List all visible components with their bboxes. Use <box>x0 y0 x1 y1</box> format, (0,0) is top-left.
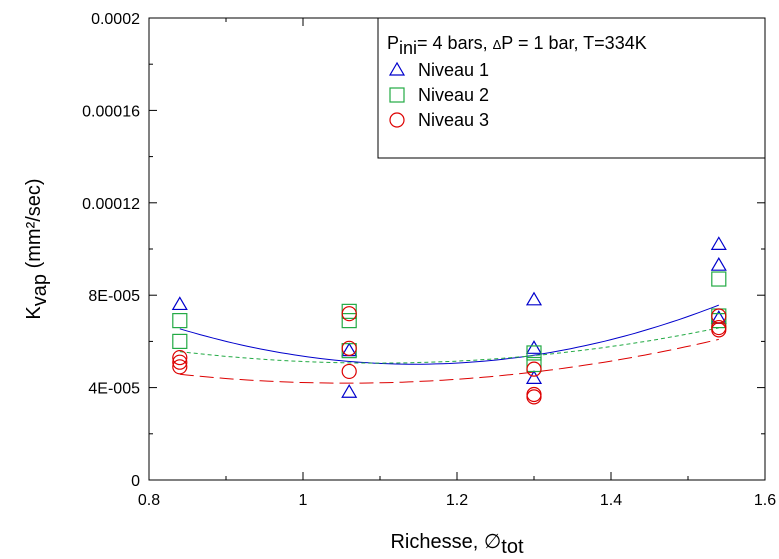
x-axis-label: Richesse, ∅tot <box>390 531 523 558</box>
x-tick-label: 1 <box>299 492 308 509</box>
x-tick-label: 1.6 <box>754 492 776 509</box>
data-point-square <box>172 313 188 329</box>
data-point-circle <box>172 349 188 366</box>
legend-marker <box>389 87 405 103</box>
fit-curve <box>179 338 719 384</box>
legend-marker <box>389 112 405 128</box>
data-point-circle <box>172 359 188 375</box>
legend: Pini= 4 bars, ΔP = 1 bar, T=334K Niveau … <box>377 17 766 159</box>
legend-entries: Niveau 1 Niveau 2 Niveau 3 <box>388 60 489 130</box>
y-axis-label: Kvap (mm²/sec) <box>23 178 51 319</box>
data-point-triangle <box>341 384 358 398</box>
x-tick-label: 1.4 <box>600 492 622 509</box>
data-point-triangle <box>710 236 727 250</box>
legend-label: Niveau 3 <box>418 110 489 130</box>
data-point-circle <box>341 306 357 322</box>
data-point-triangle <box>525 370 543 384</box>
data-point-triangle <box>710 256 727 271</box>
fit-curves <box>179 304 719 384</box>
x-tick-label: 0.8 <box>138 492 160 509</box>
legend-marker <box>388 61 406 76</box>
data-point-square <box>711 313 727 329</box>
data-point-square <box>711 271 727 287</box>
data-points <box>171 236 727 405</box>
fit-curve <box>179 327 719 364</box>
data-point-triangle <box>525 291 543 306</box>
y-tick-label: 8E-005 <box>88 288 140 305</box>
data-point-circle <box>341 340 357 356</box>
data-point-triangle <box>171 296 188 311</box>
y-tick-label: 0.00012 <box>82 196 140 213</box>
x-tick-label: 1.2 <box>446 492 468 509</box>
y-tick-label: 0.0002 <box>91 11 140 28</box>
tick-labels: 0.8 1 1.2 1.4 1.6 0 4E-005 8E-005 0.00012 0.00016… <box>82 11 776 509</box>
fit-curve <box>179 304 719 365</box>
data-point-circle <box>711 322 727 338</box>
data-point-square <box>526 345 542 361</box>
data-point-circle <box>526 389 542 405</box>
y-tick-label: 0 <box>131 473 140 490</box>
data-point-circle <box>526 361 542 377</box>
legend-label: Niveau 1 <box>418 60 489 80</box>
legend-box <box>377 17 766 159</box>
data-point-circle <box>341 363 357 380</box>
data-point-square <box>526 356 542 373</box>
data-point-circle <box>172 354 188 370</box>
data-point-square <box>172 333 188 349</box>
legend-label: Niveau 2 <box>418 85 489 105</box>
data-point-triangle <box>525 340 543 354</box>
y-tick-label: 0.00016 <box>82 103 140 120</box>
data-point-square <box>341 313 357 329</box>
y-tick-label: 4E-005 <box>88 381 140 398</box>
legend-header: Pini= 4 bars, ΔP = 1 bar, T=334K <box>387 33 647 58</box>
